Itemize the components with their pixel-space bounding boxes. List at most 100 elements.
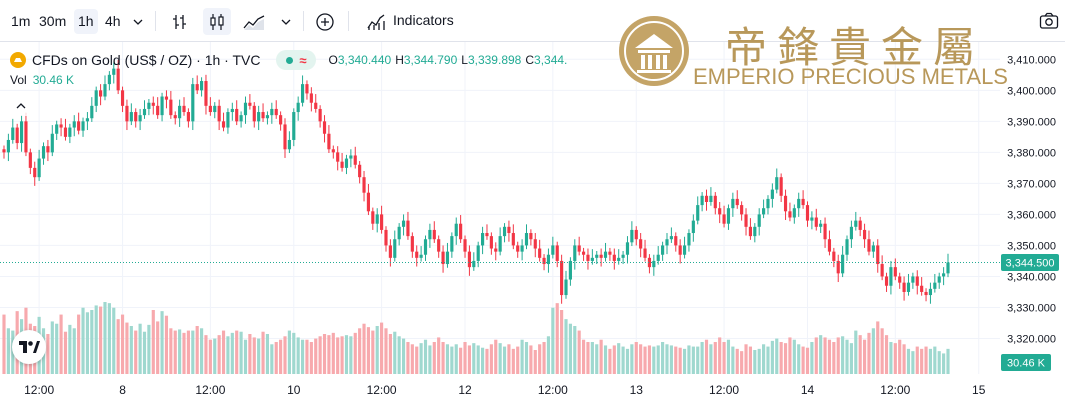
candle — [15, 123, 19, 150]
candle — [836, 254, 840, 283]
volume-bar — [292, 332, 296, 374]
close-value: C3,344. — [525, 53, 568, 67]
candle — [788, 202, 792, 222]
volume-bar — [85, 312, 90, 374]
volume-bar — [713, 342, 717, 374]
candle — [37, 149, 41, 181]
market-open-dot-icon — [286, 56, 294, 64]
candle — [665, 233, 669, 255]
volume-bar — [112, 307, 116, 374]
volume-bar — [419, 343, 423, 374]
volume-bar — [507, 344, 511, 374]
volume-bar — [924, 346, 928, 374]
timeframe-dropdown-chevron-icon[interactable] — [124, 8, 152, 35]
volume-bar — [393, 331, 397, 374]
candle — [590, 249, 594, 265]
time-tick-label: 12:00 — [24, 383, 54, 397]
market-status-badge[interactable]: ≈ — [276, 50, 317, 70]
candle — [107, 71, 111, 91]
volume-bar — [625, 348, 630, 374]
time-tick-label: 12:00 — [195, 383, 225, 397]
time-axis-labels: 12:00 8 12:00 10 12:00 12 12:00 13 12:00 14 12:00 1… — [24, 383, 986, 397]
volume-bar — [801, 346, 805, 374]
candle — [366, 184, 371, 216]
volume-bar — [880, 328, 884, 374]
volume-bar — [406, 342, 410, 374]
volume-bar — [366, 327, 371, 374]
area-chart-type-icon[interactable] — [240, 8, 268, 35]
price-axis[interactable] — [1000, 42, 1065, 404]
volume-bar — [191, 330, 195, 374]
candle — [718, 202, 722, 224]
compare-add-icon[interactable] — [311, 8, 339, 35]
volume-bar — [538, 344, 542, 374]
volume-bar — [296, 337, 300, 374]
indicators-button[interactable]: Indicators — [393, 12, 454, 28]
candle — [169, 90, 173, 119]
volume-bar — [344, 335, 349, 374]
candle — [753, 223, 757, 243]
high-value: H3,344.790 — [395, 53, 458, 67]
bar-chart-type-icon[interactable] — [166, 8, 194, 35]
candle — [191, 77, 195, 131]
candle — [801, 190, 805, 209]
candle — [810, 211, 814, 230]
volume-bar — [261, 331, 265, 374]
candle-chart-type-icon[interactable] — [203, 8, 231, 35]
camera-icon[interactable] — [1039, 12, 1059, 35]
candle — [257, 105, 261, 131]
price-chart[interactable]: 3,410.000 3,400.000 3,390.000 3,380.000 3,37… — [0, 42, 1065, 404]
candle — [327, 125, 331, 153]
volume-bar — [151, 310, 155, 374]
volume-bar — [125, 322, 129, 374]
volume-bar — [502, 346, 507, 374]
volume-bar — [6, 328, 10, 374]
timeframe-4h[interactable]: 4h — [105, 13, 121, 29]
volume-bar — [621, 346, 625, 374]
timeframe-30m[interactable]: 30m — [39, 13, 67, 29]
volume-bar — [270, 344, 274, 374]
time-tick-label: 12 — [458, 383, 472, 397]
symbol-title[interactable]: CFDs on Gold (US$ / OZ) · 1h · TVC — [32, 52, 261, 68]
candle — [221, 112, 226, 132]
candle — [151, 96, 155, 115]
candle — [911, 272, 915, 289]
candle — [410, 232, 414, 258]
candle — [841, 246, 845, 278]
candle — [898, 272, 902, 289]
candle — [459, 215, 463, 243]
volume-bar — [933, 346, 937, 374]
time-tick-label: 12:00 — [538, 383, 568, 397]
candle — [336, 146, 340, 171]
timeframe-1h[interactable]: 1h — [74, 9, 98, 34]
volume-bar — [678, 347, 682, 374]
timeframe-1m[interactable]: 1m — [11, 13, 31, 29]
volume-bar — [423, 339, 428, 374]
candle — [340, 152, 344, 172]
candle — [621, 251, 625, 265]
candle — [318, 105, 322, 128]
time-tick-label: 12:00 — [367, 383, 397, 397]
volume-bar — [450, 346, 454, 374]
candle — [762, 199, 766, 219]
candle — [546, 248, 551, 273]
candle — [226, 108, 230, 134]
volume-bar — [494, 339, 498, 374]
volume-bar — [902, 344, 906, 374]
volume-bar — [876, 321, 880, 374]
collapse-legend-button[interactable] — [8, 96, 34, 116]
chart-type-chevron-icon[interactable] — [272, 8, 300, 35]
candle — [270, 102, 274, 124]
change-value: 0.13 — [659, 53, 683, 67]
candle — [287, 131, 291, 153]
price-candles — [2, 59, 950, 304]
volume-bar — [928, 348, 933, 374]
indicators-icon[interactable] — [362, 8, 390, 35]
tradingview-logo-icon[interactable] — [12, 330, 46, 364]
volume-bar — [445, 344, 450, 374]
candle — [678, 239, 682, 264]
candle — [586, 248, 590, 270]
volume-bar — [160, 311, 164, 374]
candle — [322, 115, 327, 143]
candle — [164, 90, 169, 109]
